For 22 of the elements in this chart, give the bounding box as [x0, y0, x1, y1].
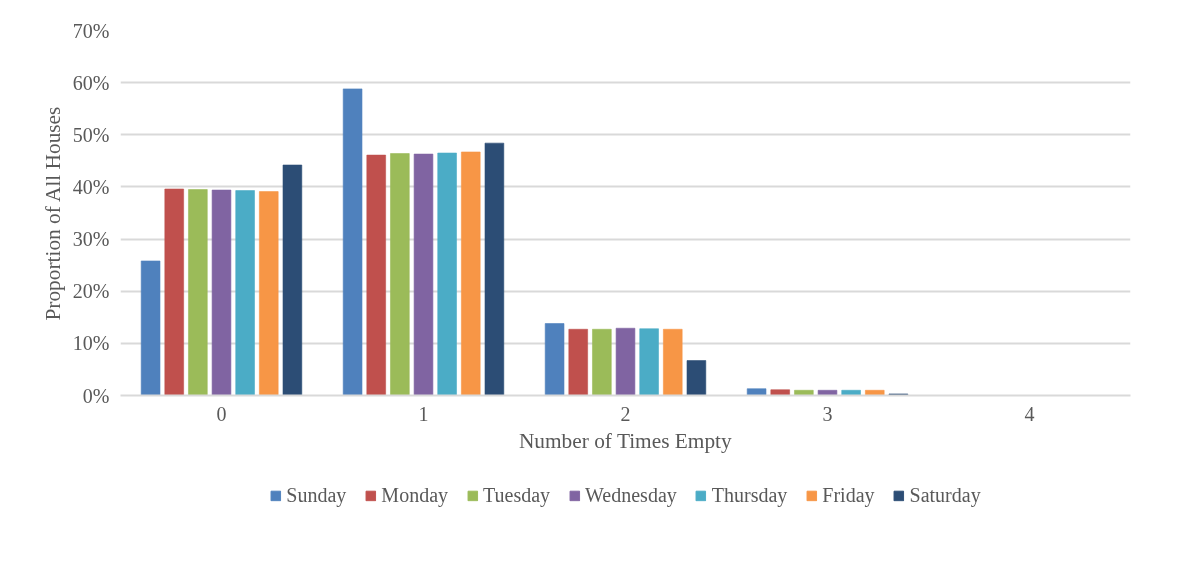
- x-axis-title: Number of Times Empty: [518, 428, 732, 453]
- legend-label: Wednesday: [585, 483, 677, 507]
- legend-label: Friday: [822, 483, 875, 507]
- y-tick-label: 30%: [72, 228, 110, 251]
- x-tick-label: 1: [418, 402, 429, 425]
- y-tick-label: 20%: [72, 280, 110, 303]
- x-tick-label: 3: [822, 402, 833, 425]
- y-tick-label: 10%: [72, 332, 110, 355]
- legend-label: Saturday: [909, 483, 981, 507]
- x-tick-label: 0: [216, 402, 227, 425]
- x-tick-label: 4: [1024, 402, 1035, 425]
- legend-label: Thursday: [711, 483, 788, 507]
- y-tick-label: 60%: [72, 71, 110, 94]
- y-tick-label: 70%: [72, 19, 110, 42]
- legend-label: Tuesday: [483, 483, 551, 507]
- legend-label: Monday: [381, 483, 449, 507]
- y-tick-label: 0%: [82, 384, 110, 407]
- y-tick-label: 50%: [72, 123, 110, 146]
- legend-label: Sunday: [286, 483, 347, 507]
- y-tick-label: 40%: [72, 175, 110, 198]
- x-tick-label: 2: [620, 402, 631, 425]
- y-axis-title: Proportion of All Houses: [40, 106, 65, 321]
